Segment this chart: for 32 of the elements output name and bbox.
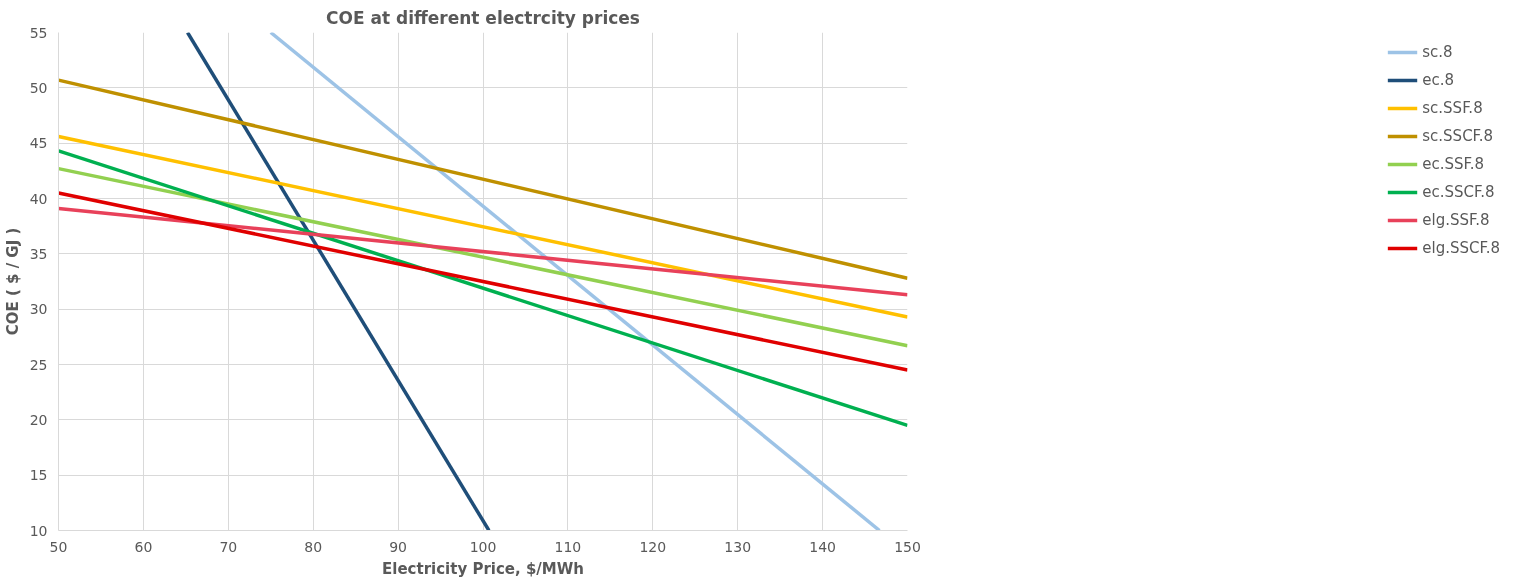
chart-title: COE at different electrcity prices: [326, 7, 640, 28]
y-tick-label: 15: [29, 467, 48, 484]
x-tick-label: 80: [304, 538, 323, 555]
x-axis-title: Electricity Price, $/MWh: [382, 559, 584, 578]
x-tick-label: 140: [809, 538, 836, 555]
legend-label: elg.SSCF.8: [1422, 239, 1500, 257]
y-axis-title: COE ( $ / GJ ): [3, 227, 22, 336]
y-tick-label: 25: [29, 356, 48, 373]
x-tick-label: 60: [134, 538, 153, 555]
x-tick-label: 130: [724, 538, 752, 555]
y-tick-label: 40: [29, 190, 48, 207]
x-tick-label: 50: [49, 538, 68, 555]
y-tick-label: 10: [29, 522, 48, 539]
y-tick-label: 50: [29, 79, 48, 96]
y-tick-label: 55: [29, 24, 48, 41]
x-tick-label: 150: [894, 538, 921, 555]
legend-label: ec.SSCF.8: [1422, 183, 1495, 201]
y-tick-label: 20: [29, 411, 48, 428]
x-tick-label: 110: [554, 538, 582, 555]
x-tick-label: 120: [639, 538, 667, 555]
legend-label: ec.SSF.8: [1422, 155, 1485, 173]
legend-label: sc.SSF.8: [1422, 99, 1483, 117]
legend-label: sc.8: [1422, 43, 1453, 61]
x-tick-label: 100: [469, 538, 497, 555]
x-tick-label: 70: [219, 538, 238, 555]
legend-label: elg.SSF.8: [1422, 211, 1490, 229]
legend-label: ec.8: [1422, 71, 1455, 89]
legend-label: sc.SSCF.8: [1422, 127, 1494, 145]
y-tick-label: 45: [29, 135, 48, 152]
y-tick-label: 30: [29, 301, 48, 318]
x-tick-label: 90: [389, 538, 408, 555]
y-tick-label: 35: [29, 245, 48, 262]
